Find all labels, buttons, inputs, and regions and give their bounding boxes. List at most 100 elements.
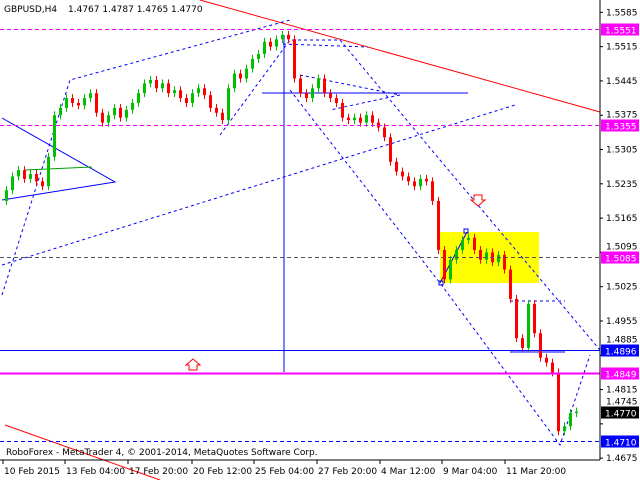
level-price-label: 1.4710 bbox=[605, 439, 637, 449]
candle-bear bbox=[515, 298, 518, 339]
candle-bear bbox=[305, 93, 308, 99]
candle-bear bbox=[155, 79, 158, 89]
candle-bull bbox=[113, 107, 116, 116]
x-tick-label: 17 Feb 20:00 bbox=[129, 467, 188, 477]
candle-bear bbox=[407, 176, 410, 182]
target-zone bbox=[440, 232, 539, 283]
x-tick-label: 13 Feb 04:00 bbox=[66, 467, 125, 477]
x-tick-label: 10 Feb 2015 bbox=[4, 467, 60, 477]
candle-bear bbox=[41, 181, 44, 187]
candle-bull bbox=[251, 58, 254, 69]
candle-bull bbox=[149, 79, 152, 84]
candle-bull bbox=[233, 73, 236, 89]
y-tick-label: 1.5025 bbox=[606, 283, 638, 293]
candle-bear bbox=[521, 338, 524, 348]
candle-bull bbox=[317, 78, 320, 89]
candle-bull bbox=[131, 102, 134, 110]
candle-bear bbox=[437, 200, 440, 250]
ohlc-readout: 1.4767 1.4787 1.4765 1.4770 bbox=[68, 5, 203, 15]
candle-bear bbox=[239, 73, 242, 79]
candle-bear bbox=[119, 107, 122, 118]
candle-bull bbox=[59, 107, 62, 116]
candle-bear bbox=[509, 269, 512, 299]
candle-bear bbox=[443, 249, 446, 280]
candle-bull bbox=[161, 83, 164, 89]
candle-bear bbox=[341, 102, 344, 118]
current-price-label: 1.4770 bbox=[605, 410, 637, 420]
candle-bull bbox=[65, 98, 68, 108]
candle-bear bbox=[425, 178, 428, 182]
y-tick-label: 1.5375 bbox=[606, 111, 638, 121]
candle-bear bbox=[533, 303, 536, 334]
candle-bull bbox=[173, 90, 176, 94]
candle-bear bbox=[395, 161, 398, 172]
candle-bear bbox=[479, 249, 482, 260]
dashed-line bbox=[282, 43, 369, 48]
candle-bull bbox=[485, 252, 488, 260]
y-tick-label: 1.5445 bbox=[606, 77, 638, 87]
candle-bull bbox=[257, 53, 260, 59]
candle-bear bbox=[71, 98, 74, 103]
candle-bull bbox=[281, 34, 284, 40]
candle-bull bbox=[353, 117, 356, 121]
level-price-tag bbox=[601, 251, 639, 264]
y-tick-label: 1.4675 bbox=[606, 454, 638, 464]
candle-bull bbox=[17, 170, 20, 177]
level-price-label: 1.5085 bbox=[605, 255, 637, 265]
level-price-tag bbox=[601, 344, 639, 357]
candle-bear bbox=[383, 127, 386, 138]
candle-bear bbox=[215, 107, 218, 113]
candle-bull bbox=[29, 174, 32, 179]
candle-bull bbox=[89, 93, 92, 99]
symbol-label: GBPUSD,H4 bbox=[4, 5, 57, 15]
candle-bull bbox=[53, 115, 56, 157]
level-price-label: 1.4849 bbox=[605, 371, 637, 381]
level-price-tag bbox=[601, 435, 639, 448]
y-tick-label: 1.5585 bbox=[606, 8, 638, 18]
level-price-label: 1.4896 bbox=[605, 348, 637, 358]
channel-a bbox=[219, 39, 601, 351]
candle-bull bbox=[11, 176, 14, 191]
candle-bull bbox=[263, 41, 266, 54]
candle-bull bbox=[227, 88, 230, 121]
candle-bear bbox=[287, 34, 290, 40]
x-tick-label: 11 Mar 20:00 bbox=[506, 467, 566, 477]
candle-bear bbox=[371, 115, 374, 123]
candle-bear bbox=[77, 102, 80, 106]
trend-drawings bbox=[1, 0, 601, 480]
pivot-marker bbox=[438, 280, 444, 286]
candle-bear bbox=[401, 171, 404, 177]
candle-bull bbox=[461, 240, 464, 250]
channel-mid bbox=[1, 104, 516, 266]
level-price-tag bbox=[601, 367, 639, 380]
candle-bear bbox=[323, 78, 326, 94]
arrow-down-icon bbox=[469, 194, 487, 207]
candle-bear bbox=[431, 181, 434, 201]
copyright-text: RoboForex - MetaTrader 4, © 2001-2014, M… bbox=[6, 448, 318, 458]
support-trendline bbox=[4, 424, 161, 480]
x-tick-label: 25 Feb 04:00 bbox=[255, 467, 314, 477]
candle-bull bbox=[575, 411, 578, 414]
candles bbox=[5, 30, 578, 436]
candle-bear bbox=[335, 98, 338, 103]
candle-bear bbox=[35, 174, 38, 182]
y-tick-label: 1.4885 bbox=[606, 336, 638, 346]
candle-bull bbox=[467, 237, 470, 241]
candle-bear bbox=[545, 357, 548, 363]
y-tick-label: 1.5095 bbox=[606, 243, 638, 253]
candle-bull bbox=[419, 178, 422, 187]
candle-bear bbox=[329, 93, 332, 99]
candle-bear bbox=[185, 98, 188, 103]
candle-bear bbox=[101, 112, 104, 123]
candle-bull bbox=[311, 88, 314, 99]
candle-bull bbox=[143, 83, 146, 94]
y-tick-label: 1.4815 bbox=[606, 386, 638, 396]
y-tick-label: 1.4955 bbox=[606, 317, 638, 327]
candle-bull bbox=[527, 303, 530, 348]
candle-bear bbox=[473, 237, 476, 250]
candle-bear bbox=[23, 170, 26, 179]
arrow-up-icon bbox=[184, 358, 202, 371]
candle-bear bbox=[203, 88, 206, 96]
level-price-tag bbox=[601, 119, 639, 132]
